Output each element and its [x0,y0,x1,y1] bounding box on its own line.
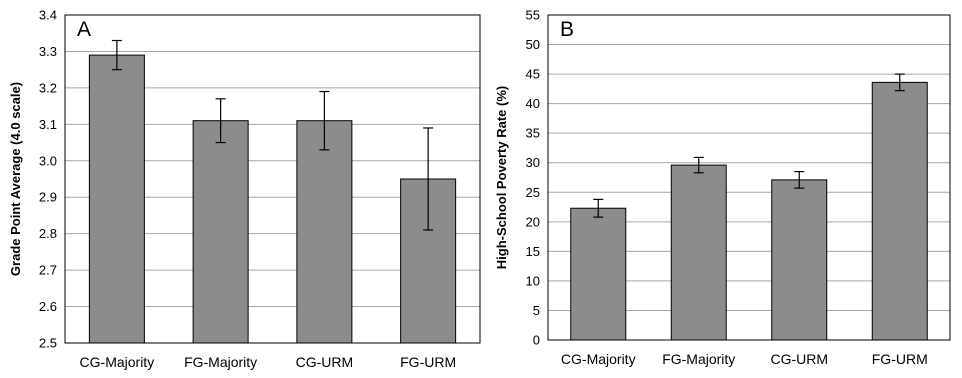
y-tick-label: 25 [526,185,540,200]
y-tick-label: 35 [526,126,540,141]
y-tick-label: 20 [526,214,540,229]
plot-frame [64,14,481,344]
y-tick-label: 15 [526,244,540,259]
plot-frame [547,14,951,341]
bar [296,120,353,344]
chart-panel-a: 2.5 2.6 2.7 2.8 2.9 3.0 3.1 3.2 3.3 3.4 CG-Majorit… [8,8,481,370]
bar [88,54,145,344]
x-tick-label: CG-URM [770,351,828,367]
y-tick-label: 10 [526,273,540,288]
y-tick-label: 3.3 [39,44,57,59]
panel-label-b: B [560,18,574,41]
y-tick-label: 55 [526,8,540,23]
panel-label-a: A [77,18,91,41]
y-tick-label: 2.5 [39,336,57,351]
x-tick-label: FG-Majority [184,354,257,370]
y-tick-label: 30 [526,155,540,170]
bar [871,81,928,341]
y-tick-label: 0 [533,333,540,348]
chart-panel-b: 0 5 10 15 20 25 30 35 40 45 50 55 CG-Majority FG-Majo… [494,8,951,367]
y-tick-label: 2.9 [39,190,57,205]
y-tick-label: 5 [533,303,540,318]
x-tick-label: CG-Majority [80,354,155,370]
x-tick-label: FG-Majority [662,351,735,367]
y-axis-label: High-School Poverty Rate (%) [494,86,509,269]
y-axis-label: Grade Point Average (4.0 scale) [8,82,23,276]
y-tick-label: 3.0 [39,153,57,168]
y-tick-label: 3.4 [39,8,57,23]
y-tick-label: 50 [526,37,540,52]
y-tick-label: 3.2 [39,80,57,95]
y-tick-label: 40 [526,96,540,111]
y-tick-label: 2.8 [39,226,57,241]
x-tick-label: CG-Majority [561,351,636,367]
x-tick-label: FG-URM [400,354,456,370]
bar [192,120,249,344]
bar [771,179,828,341]
bar [670,164,727,341]
y-tick-label: 2.7 [39,263,57,278]
y-tick-label: 3.1 [39,117,57,132]
x-tick-label: FG-URM [872,351,928,367]
y-tick-label: 2.6 [39,299,57,314]
bar [570,207,627,341]
y-tick-label: 45 [526,67,540,82]
x-tick-label: CG-URM [296,354,354,370]
